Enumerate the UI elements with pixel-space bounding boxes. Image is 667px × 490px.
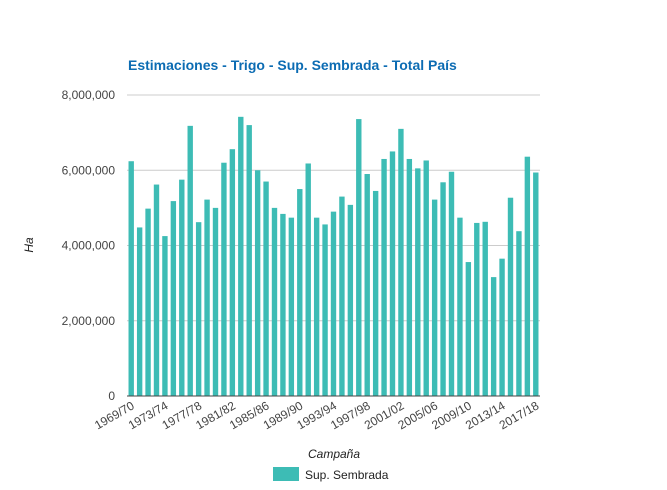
y-tick-label: 2,000,000 bbox=[62, 314, 116, 328]
x-axis-ticks: 1969/701973/741977/781981/821985/861989/… bbox=[92, 398, 541, 432]
bar[interactable] bbox=[465, 262, 472, 396]
bar[interactable] bbox=[330, 211, 337, 396]
bar[interactable] bbox=[246, 125, 252, 396]
bar[interactable] bbox=[313, 217, 320, 396]
bar[interactable] bbox=[162, 236, 168, 396]
bar[interactable] bbox=[406, 158, 413, 396]
y-axis-ticks: 0 2,000,000 4,000,000 6,000,000 8,000,000 bbox=[62, 88, 116, 403]
bar[interactable] bbox=[305, 163, 311, 396]
bar[interactable] bbox=[389, 151, 396, 396]
bar[interactable] bbox=[145, 208, 151, 396]
bar[interactable] bbox=[271, 207, 278, 397]
bar[interactable] bbox=[423, 160, 429, 396]
bar[interactable] bbox=[415, 168, 421, 396]
x-axis-title: Campaña bbox=[308, 447, 360, 461]
bar[interactable] bbox=[381, 158, 387, 396]
bar[interactable] bbox=[339, 196, 345, 396]
chart-title: Estimaciones - Trigo - Sup. Sembrada - T… bbox=[128, 57, 457, 73]
bar-series[interactable] bbox=[128, 116, 539, 397]
bar[interactable] bbox=[254, 170, 261, 396]
bar[interactable] bbox=[457, 217, 463, 396]
bar[interactable] bbox=[136, 227, 143, 396]
bar[interactable] bbox=[128, 161, 134, 396]
bar[interactable] bbox=[448, 171, 455, 396]
bar[interactable] bbox=[372, 190, 379, 396]
bar[interactable] bbox=[288, 217, 295, 396]
bar[interactable] bbox=[297, 189, 303, 396]
bar[interactable] bbox=[431, 199, 438, 396]
bar[interactable] bbox=[153, 184, 160, 396]
bar[interactable] bbox=[507, 197, 514, 396]
bar[interactable] bbox=[474, 222, 480, 396]
bar[interactable] bbox=[170, 201, 177, 396]
bar[interactable] bbox=[221, 162, 227, 396]
bar[interactable] bbox=[356, 119, 362, 396]
x-tick-label: 2017/18 bbox=[497, 398, 542, 432]
bar[interactable] bbox=[229, 149, 236, 396]
bar[interactable] bbox=[263, 181, 269, 396]
bar[interactable] bbox=[195, 222, 202, 396]
bar[interactable] bbox=[280, 213, 286, 396]
bar[interactable] bbox=[179, 179, 185, 396]
bar[interactable] bbox=[347, 204, 354, 396]
bar[interactable] bbox=[490, 277, 497, 396]
y-tick-label: 8,000,000 bbox=[62, 88, 116, 102]
bar[interactable] bbox=[187, 125, 193, 396]
bar[interactable] bbox=[533, 172, 539, 396]
bar[interactable] bbox=[440, 182, 446, 396]
bar[interactable] bbox=[212, 207, 219, 397]
bar[interactable] bbox=[238, 116, 244, 396]
bar[interactable] bbox=[482, 221, 488, 396]
legend-swatch bbox=[273, 467, 299, 481]
bar[interactable] bbox=[204, 199, 210, 396]
y-axis-title: Ha bbox=[22, 237, 36, 253]
bar[interactable] bbox=[364, 174, 370, 396]
y-tick-label: 0 bbox=[108, 389, 115, 403]
y-tick-label: 6,000,000 bbox=[62, 163, 116, 177]
bar[interactable] bbox=[398, 128, 404, 397]
legend-label: Sup. Sembrada bbox=[305, 468, 389, 482]
bar[interactable] bbox=[322, 224, 328, 396]
bar[interactable] bbox=[524, 156, 531, 396]
bar[interactable] bbox=[499, 258, 505, 396]
bar[interactable] bbox=[516, 231, 522, 396]
y-tick-label: 4,000,000 bbox=[62, 239, 116, 253]
legend[interactable]: Sup. Sembrada bbox=[273, 467, 389, 482]
